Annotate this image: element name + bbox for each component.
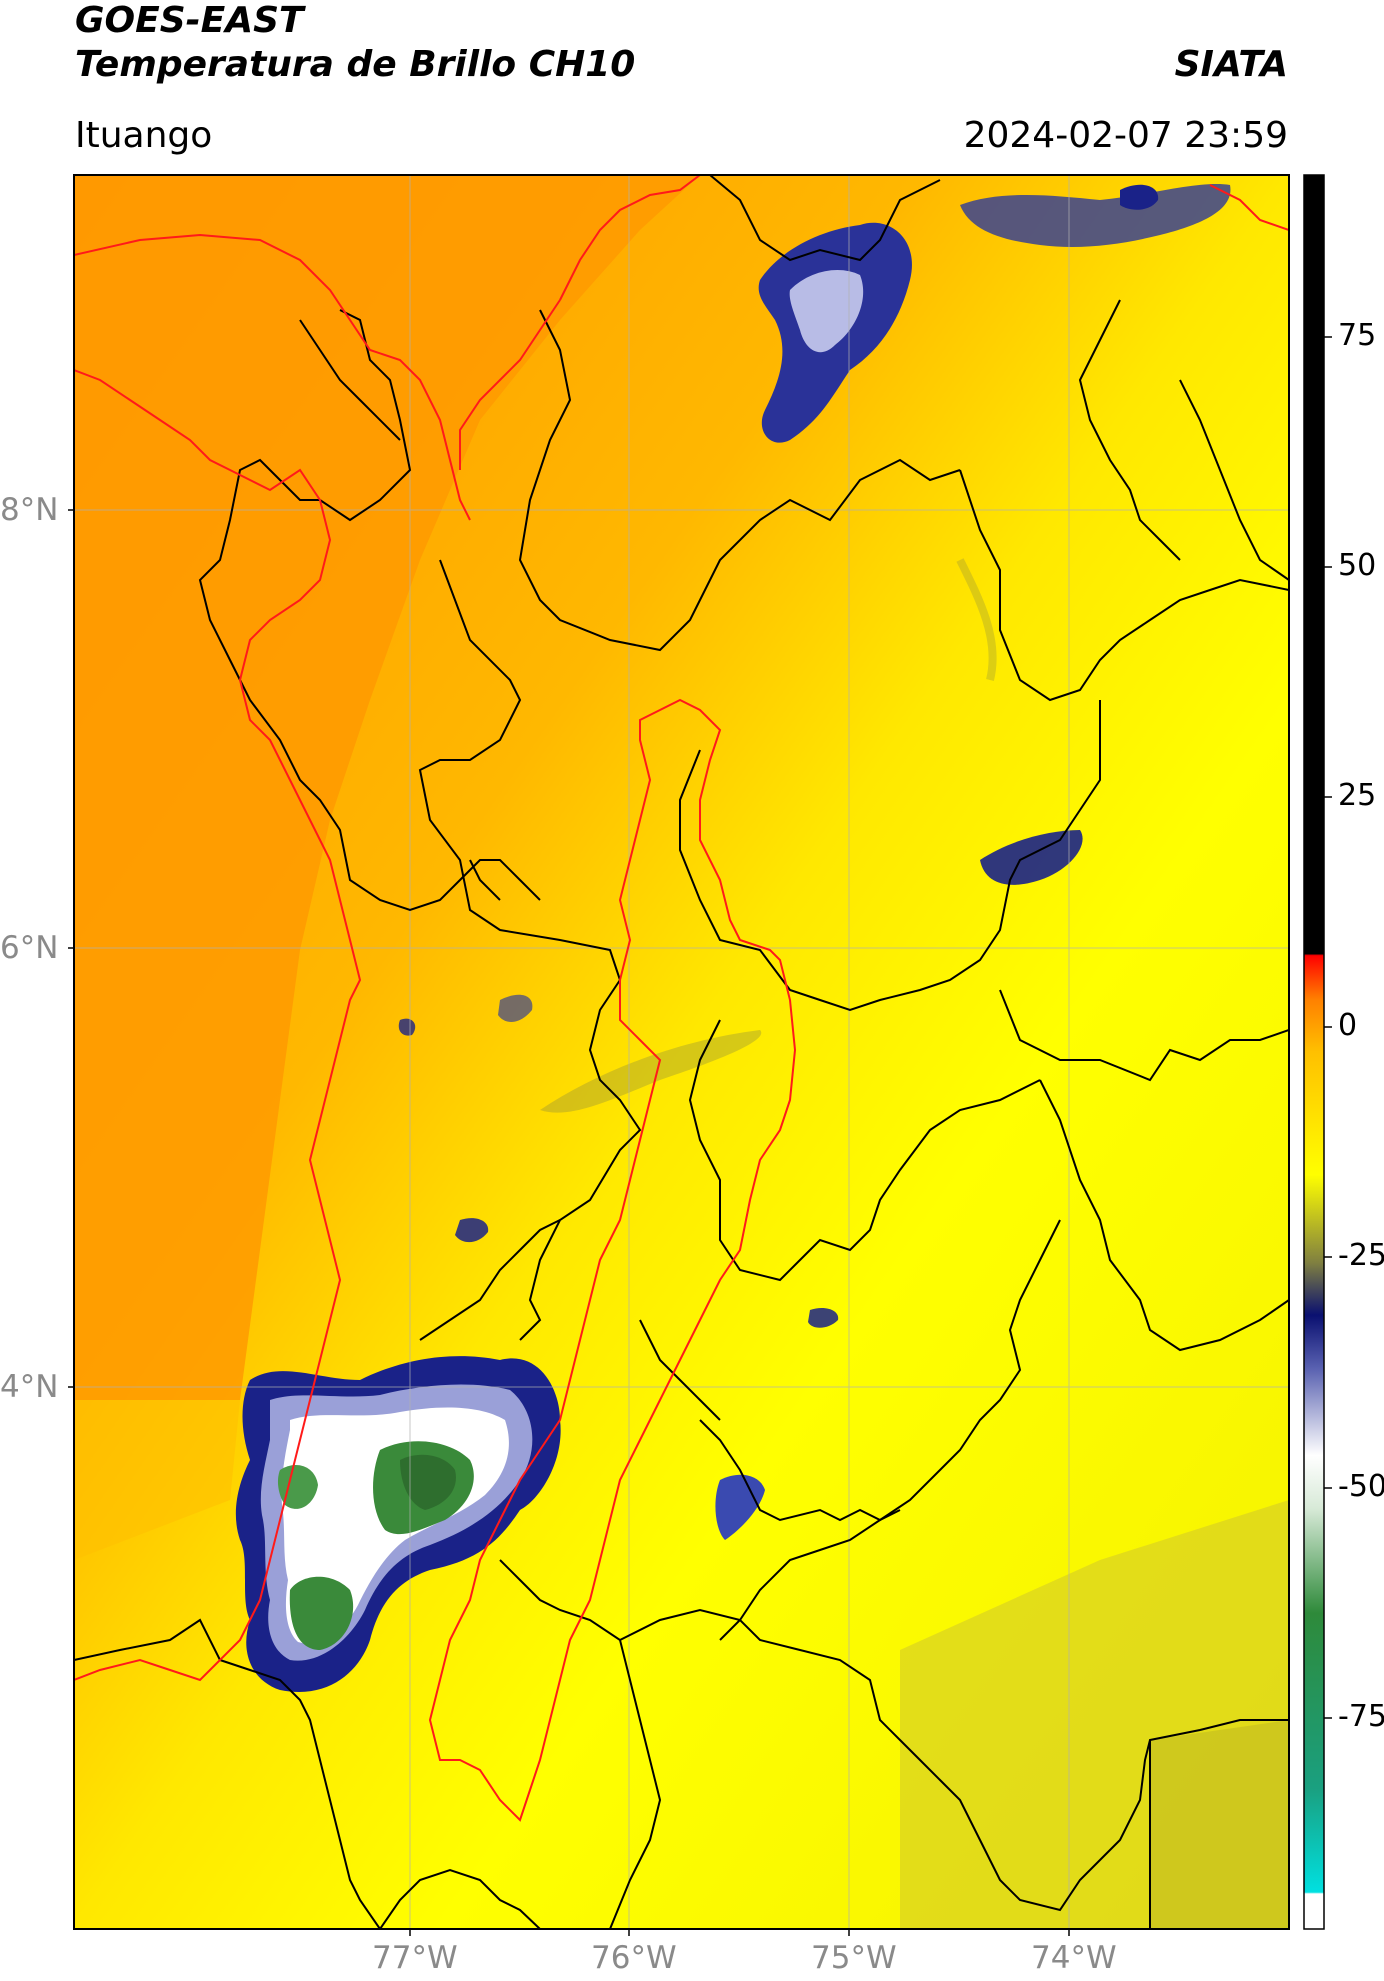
lat-label-4n: 4°N [0,1369,59,1405]
pacific-warm-region [74,175,700,1400]
colorbar [1303,174,1325,1930]
location-label: Ituango [75,115,213,156]
administrative-boundaries [74,175,1289,1929]
organization-label: SIATA [1174,44,1288,85]
colorbar-label-minus75: -75 [1338,1699,1384,1734]
map-frame [73,174,1290,1930]
lat-label-6n: 6°N [0,930,59,966]
datetime-label: 2024-02-07 23:59 [963,115,1288,156]
colorbar-tick-marks [1324,336,1332,1719]
lat-label-8n: 8°N [0,492,59,528]
colorbar-label-0: 0 [1338,1008,1358,1043]
lon-label-76w: 76°W [591,1940,677,1976]
colorbar-label-minus25: -25 [1338,1238,1384,1273]
colorbar-label-25: 25 [1338,778,1377,813]
title-line-1: GOES-EAST [75,0,304,41]
axis-tick-marks [68,509,1070,1936]
lon-label-74w: 74°W [1031,1940,1117,1976]
convective-cloud-cluster [235,1356,561,1692]
colorbar-label-75: 75 [1338,318,1377,353]
watershed-and-coast [74,175,1289,1822]
colorbar-label-minus50: -50 [1338,1469,1384,1504]
title-line-2: Temperatura de Brillo CH10 [75,44,636,85]
lon-label-77w: 77°W [372,1940,458,1976]
lon-label-75w: 75°W [811,1940,897,1976]
colorbar-label-50: 50 [1338,548,1377,583]
lat-lon-gridlines [74,175,1289,1929]
